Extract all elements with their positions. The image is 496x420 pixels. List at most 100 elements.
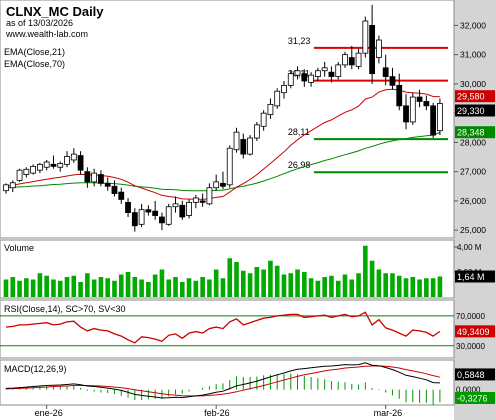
date-tick-label: mar-26: [374, 408, 403, 418]
candle-body: [355, 52, 362, 67]
value-axis-column: [454, 0, 496, 420]
candle-body: [430, 105, 437, 136]
candle-body: [179, 204, 186, 218]
candle-body: [308, 74, 315, 83]
volume-bar: [112, 280, 117, 297]
rsi-pane-frame: [0, 299, 455, 359]
volume-bar: [200, 277, 205, 297]
support-level-label: 28,11: [288, 127, 310, 137]
volume-bar: [396, 275, 402, 297]
candle-body: [145, 209, 152, 213]
volume-bar: [220, 278, 226, 297]
price-tick-label: 32,000: [460, 20, 486, 30]
volume-bar: [166, 279, 172, 297]
candle-body: [437, 103, 443, 132]
candle-body: [253, 124, 260, 139]
candle-body: [301, 73, 308, 82]
last-ema21-badge: [455, 90, 495, 103]
volume-bar: [349, 279, 355, 297]
macd-pane-title: MACD(12,26,9): [4, 364, 67, 374]
last-close-label: 29,330: [457, 106, 485, 116]
last-rsi-label: 49,3409: [457, 327, 490, 337]
last-volume-label: 1,64 M: [457, 272, 485, 282]
price-tick-label: 25,000: [460, 225, 486, 235]
volume-bar: [24, 278, 29, 297]
volume-bar: [424, 278, 429, 297]
candle-body: [226, 147, 233, 186]
last-rsi-badge: [455, 325, 495, 338]
volume-bar: [91, 279, 97, 297]
volume-bar: [159, 269, 165, 297]
ema21-line: [5, 88, 440, 200]
volume-bar: [376, 269, 382, 297]
candle-body: [199, 200, 206, 203]
candle-body: [416, 96, 423, 102]
candle-body: [287, 73, 294, 86]
macd-pane-frame: [0, 359, 455, 406]
chart-title: CLNX_MC Daily: [6, 4, 104, 19]
candle-body: [104, 182, 111, 187]
price-tick-label: 28,000: [460, 137, 486, 147]
volume-bar: [105, 278, 110, 297]
candle-body: [240, 139, 247, 155]
volume-bar: [254, 267, 260, 297]
candle-body: [220, 182, 226, 187]
last-macd-label: 0,5848: [457, 370, 485, 380]
candle-body: [335, 64, 342, 77]
candle-body: [50, 163, 57, 167]
price-tick-label: 30,000: [460, 79, 486, 89]
candle-body: [77, 155, 84, 171]
macd-tick-label: 0,0000: [456, 386, 481, 395]
last-ema70-badge: [455, 126, 495, 139]
candle-body: [348, 57, 355, 66]
candle-body: [111, 185, 118, 194]
candle-body: [84, 171, 91, 183]
volume-tick-label: 4,00 M: [457, 243, 482, 252]
volume-bar: [3, 279, 9, 297]
price-tick-label: 26,000: [460, 196, 486, 206]
date-tick-label: ene-26: [35, 408, 63, 418]
date-axis: ene-26 feb-26 mar-26: [35, 405, 403, 418]
candle-body: [131, 212, 138, 227]
legend-ema70: EMA(Close,70): [4, 59, 65, 69]
volume-bar: [193, 280, 199, 297]
last-ema70-label: 28,348: [457, 128, 485, 138]
volume-bar: [51, 279, 56, 297]
candle-body: [30, 165, 37, 174]
candle-body: [165, 206, 172, 225]
candle-body: [98, 174, 104, 184]
date-tick-label: feb-26: [204, 408, 230, 418]
candle-body: [362, 20, 369, 54]
candle-body: [37, 163, 43, 171]
candle-body: [16, 169, 23, 181]
volume-bar: [274, 265, 280, 297]
candle-body: [409, 96, 416, 123]
candle-body: [294, 70, 301, 76]
candle-body: [186, 201, 192, 216]
volume-bar: [37, 273, 43, 297]
volume-bar: [302, 272, 307, 297]
volume-bar: [146, 282, 151, 297]
price-pane-frame: [0, 0, 455, 239]
volume-bar: [44, 275, 49, 297]
volume-bar: [207, 279, 212, 297]
candle-body: [233, 131, 240, 151]
candle-body: [389, 76, 396, 86]
volume-bar: [179, 282, 185, 297]
volume-bar: [17, 280, 22, 297]
volume-bar: [288, 273, 294, 297]
support-level-label: 26,98: [288, 160, 311, 170]
volume-bar: [173, 277, 178, 297]
source-url: www.wealth-lab.com: [5, 29, 88, 39]
volume-bar: [57, 280, 63, 297]
candle-body: [369, 24, 376, 75]
ema70-line: [5, 132, 441, 192]
candle-body: [382, 67, 389, 77]
candle-body: [3, 184, 9, 192]
volume-bar: [241, 270, 246, 297]
candle-body: [213, 181, 220, 189]
candle-body: [274, 90, 281, 107]
volume-bar: [234, 262, 239, 297]
